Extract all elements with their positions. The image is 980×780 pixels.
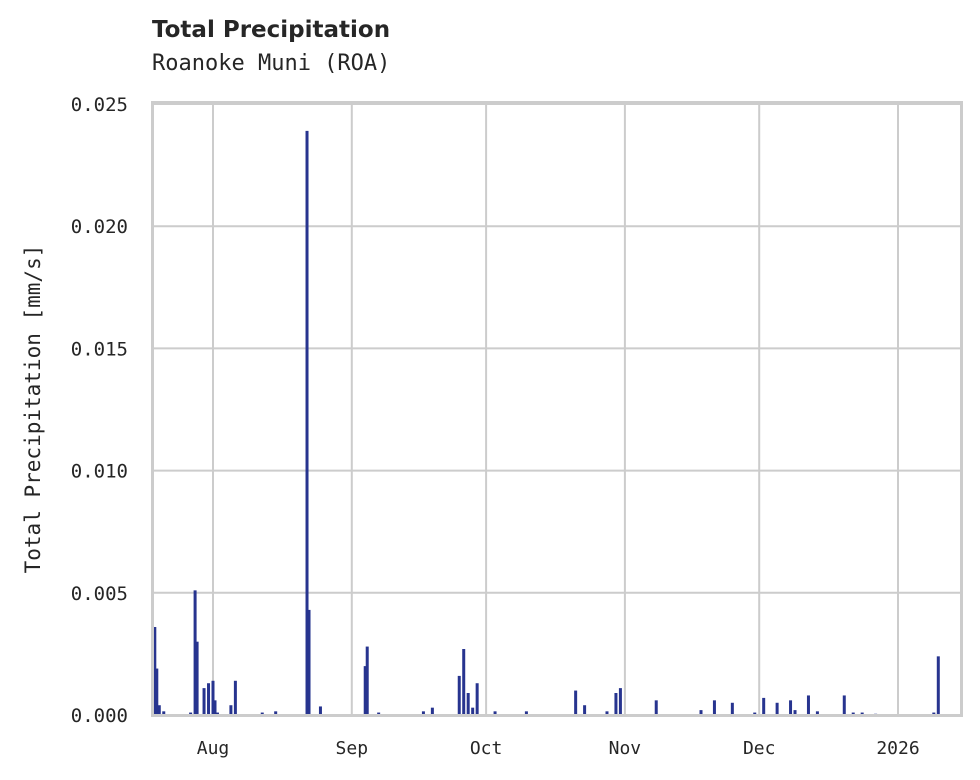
- precip-bar: [605, 711, 609, 715]
- precip-bar: [583, 705, 587, 715]
- precip-bar: [493, 711, 497, 715]
- y-tick-label: 0.005: [71, 583, 128, 605]
- precip-bar: [213, 700, 217, 715]
- x-axis-ticks: Aug Sep Oct Nov Dec 2026: [197, 738, 920, 759]
- precip-bar: [574, 690, 578, 715]
- x-tick-label: Nov: [609, 738, 642, 759]
- chart-title: Total Precipitation: [152, 17, 391, 43]
- y-axis-ticks: 0.000 0.005 0.010 0.015 0.020 0.025: [71, 94, 128, 727]
- y-tick-label: 0.015: [71, 338, 128, 360]
- precip-bar: [153, 627, 157, 715]
- precip-bar: [730, 702, 734, 715]
- precip-bar: [260, 712, 264, 715]
- precip-bar: [842, 695, 846, 715]
- precip-bar: [195, 641, 199, 715]
- precip-bar: [654, 700, 658, 715]
- precip-bar: [363, 666, 367, 715]
- x-tick-label: 2026: [876, 738, 919, 759]
- precip-bar: [775, 702, 779, 715]
- precip-bar: [936, 656, 940, 715]
- precip-bar: [229, 705, 233, 715]
- precip-bar: [462, 649, 466, 715]
- precip-bar: [305, 130, 309, 715]
- precip-bar: [860, 712, 864, 715]
- precip-bar: [753, 712, 757, 715]
- x-tick-label: Dec: [743, 738, 776, 759]
- precip-bar: [457, 675, 461, 715]
- precip-bar: [193, 590, 197, 715]
- precip-bar: [815, 711, 819, 715]
- precip-bar: [471, 707, 475, 715]
- precip-bar: [421, 711, 425, 715]
- precip-bar: [365, 646, 369, 715]
- precip-bar: [932, 712, 936, 715]
- y-tick-label: 0.000: [71, 705, 128, 727]
- precip-bar: [215, 712, 219, 715]
- precip-bar: [157, 705, 161, 715]
- x-tick-label: Aug: [197, 738, 230, 759]
- precip-bar: [377, 712, 381, 715]
- plot-frame: [151, 101, 963, 717]
- precip-bar: [233, 680, 237, 715]
- precip-bar: [618, 688, 622, 715]
- precip-bar: [475, 683, 479, 715]
- y-tick-label: 0.020: [71, 216, 128, 238]
- precip-bar: [699, 710, 703, 715]
- precip-bar: [793, 710, 797, 715]
- precip-bar: [466, 693, 470, 715]
- precip-bar: [430, 707, 434, 715]
- precip-bar: [307, 609, 311, 715]
- precip-bar: [162, 711, 166, 715]
- precip-bar: [211, 680, 215, 715]
- precip-bar: [524, 711, 528, 715]
- chart-subtitle: Roanoke Muni (ROA): [152, 51, 391, 76]
- grid-lines: [152, 102, 962, 716]
- precip-bar: [155, 668, 159, 715]
- precip-bar: [202, 688, 206, 715]
- precip-bar: [207, 683, 211, 715]
- y-tick-label: 0.010: [71, 461, 128, 483]
- precip-bar: [789, 700, 793, 715]
- precip-bar: [274, 711, 278, 715]
- x-tick-label: Oct: [470, 738, 503, 759]
- precip-bar: [762, 697, 766, 715]
- precip-bar: [851, 712, 855, 715]
- precip-bar: [806, 695, 810, 715]
- precip-bar: [318, 706, 322, 715]
- precipitation-bars: [153, 130, 940, 715]
- precip-bar: [712, 700, 716, 715]
- y-tick-label: 0.025: [71, 94, 128, 116]
- precip-bar: [189, 712, 193, 715]
- x-tick-label: Sep: [336, 738, 369, 759]
- precip-bar: [614, 693, 618, 715]
